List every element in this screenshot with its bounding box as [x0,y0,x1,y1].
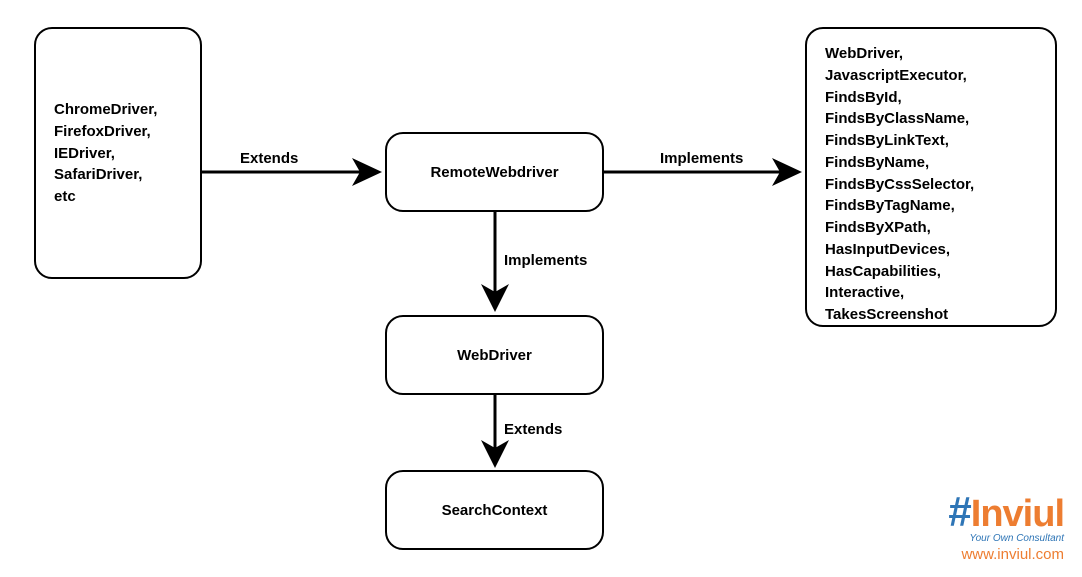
iface-line-5: FindsByName, [825,152,1037,174]
logo-top: # Inviul [948,491,1064,533]
iface-line-12: TakesScreenshot [825,304,1037,326]
iface-line-10: HasCapabilities, [825,261,1037,283]
logo-tagline: Your Own Consultant [970,533,1065,544]
drivers-line-1: FirefoxDriver, [54,121,182,143]
edge-label-extends-2: Extends [504,421,562,438]
iface-line-4: FindsByLinkText, [825,130,1037,152]
iface-line-11: Interactive, [825,282,1037,304]
searchcontext-label: SearchContext [442,502,548,519]
node-searchcontext: SearchContext [385,470,604,550]
logo-word: Inviul [971,495,1064,533]
edge-label-implements-2: Implements [504,252,587,269]
webdriver-label: WebDriver [457,347,532,364]
drivers-line-2: IEDriver, [54,143,182,165]
iface-line-8: FindsByXPath, [825,217,1037,239]
edge-label-implements-1: Implements [660,150,743,167]
iface-line-3: FindsByClassName, [825,108,1037,130]
node-remote-webdriver: RemoteWebdriver [385,132,604,212]
node-interfaces: WebDriver, JavascriptExecutor, FindsById… [805,27,1057,327]
node-drivers: ChromeDriver, FirefoxDriver, IEDriver, S… [34,27,202,279]
remote-label: RemoteWebdriver [430,164,558,181]
iface-line-6: FindsByCssSelector, [825,174,1037,196]
logo-url: www.inviul.com [961,546,1064,563]
iface-line-1: JavascriptExecutor, [825,65,1037,87]
edge-label-extends-1: Extends [240,150,298,167]
iface-line-0: WebDriver, [825,43,1037,65]
drivers-line-0: ChromeDriver, [54,99,182,121]
logo-hash-icon: # [948,491,968,533]
iface-line-2: FindsById, [825,87,1037,109]
drivers-line-3: SafariDriver, [54,164,182,186]
node-webdriver: WebDriver [385,315,604,395]
branding: # Inviul Your Own Consultant www.inviul.… [948,491,1064,563]
iface-line-7: FindsByTagName, [825,195,1037,217]
drivers-line-4: etc [54,186,182,208]
iface-line-9: HasInputDevices, [825,239,1037,261]
